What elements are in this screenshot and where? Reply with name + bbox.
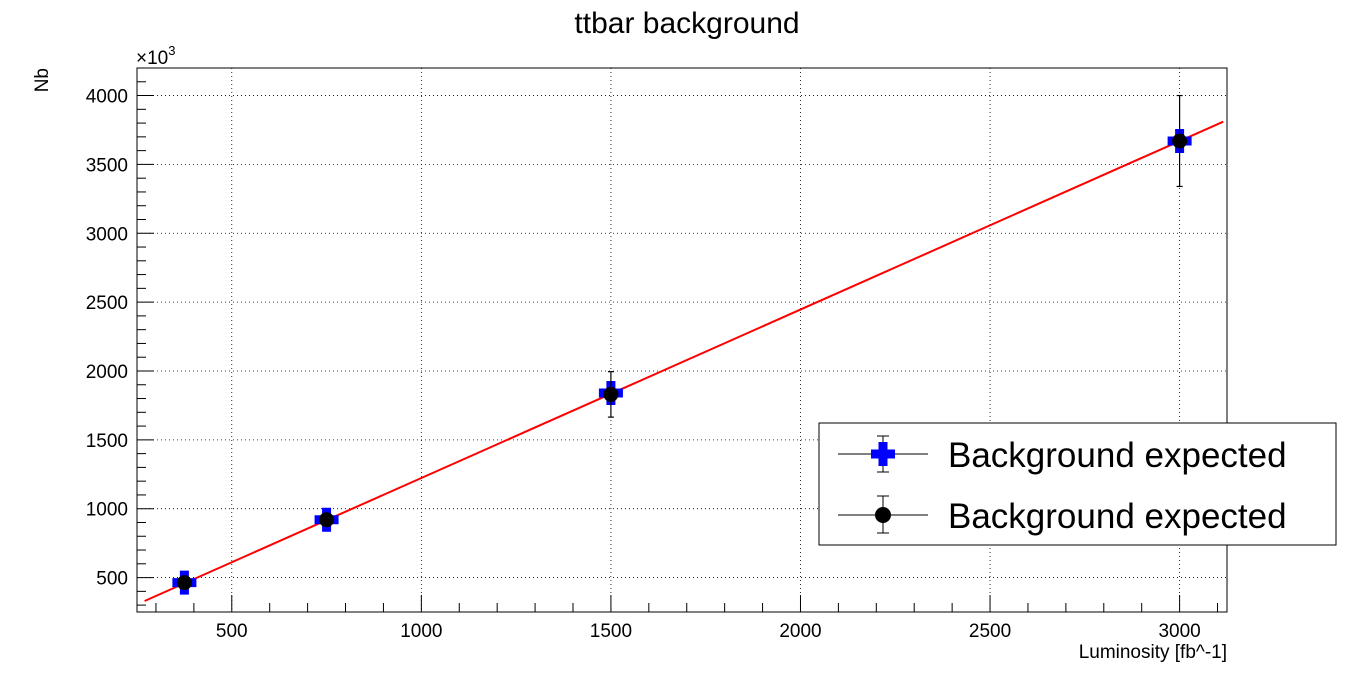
y-tick-label: 2000 xyxy=(86,362,128,383)
y-multiplier: ×103 xyxy=(136,43,175,69)
y-axis-label: Nb xyxy=(32,68,53,92)
plot-frame xyxy=(136,67,1228,613)
legend-black-circle xyxy=(875,507,891,523)
y-tick-label: 1500 xyxy=(86,431,128,452)
y-multiplier-base: ×10 xyxy=(136,48,168,69)
x-axis-label: Luminosity [fb^-1] xyxy=(1079,642,1227,663)
y-multiplier-exponent: 3 xyxy=(168,43,175,58)
black-circle-point xyxy=(319,512,335,528)
axes: 500 1000 1500 2000 2500 3000 500 1000 1500 2000 25… xyxy=(86,67,1219,642)
chart-title: ttbar background xyxy=(574,7,799,40)
x-tick-label: 2500 xyxy=(969,621,1011,642)
y-tick-label: 3500 xyxy=(86,155,128,176)
y-tick-label: 2500 xyxy=(86,293,128,314)
legend: Background expected Background expected xyxy=(818,422,1337,546)
legend-label: Background expected xyxy=(948,436,1287,475)
x-tick-label: 2000 xyxy=(779,621,821,642)
y-tick-label: 1000 xyxy=(86,500,128,521)
legend-blue-cross xyxy=(871,442,895,466)
black-circle-point xyxy=(1172,133,1188,149)
data-points xyxy=(172,94,1192,595)
x-tick-label: 3000 xyxy=(1158,621,1200,642)
y-tick-label: 3000 xyxy=(86,224,128,245)
black-circle-point xyxy=(176,575,192,591)
legend-box xyxy=(818,422,1337,546)
x-tick-label: 500 xyxy=(216,621,248,642)
x-tick-label: 1000 xyxy=(400,621,442,642)
black-circle-point xyxy=(603,386,619,402)
x-tick-label: 1500 xyxy=(590,621,632,642)
legend-label: Background expected xyxy=(948,497,1287,536)
y-tick-label: 500 xyxy=(96,569,128,590)
y-tick-label: 4000 xyxy=(86,87,128,108)
